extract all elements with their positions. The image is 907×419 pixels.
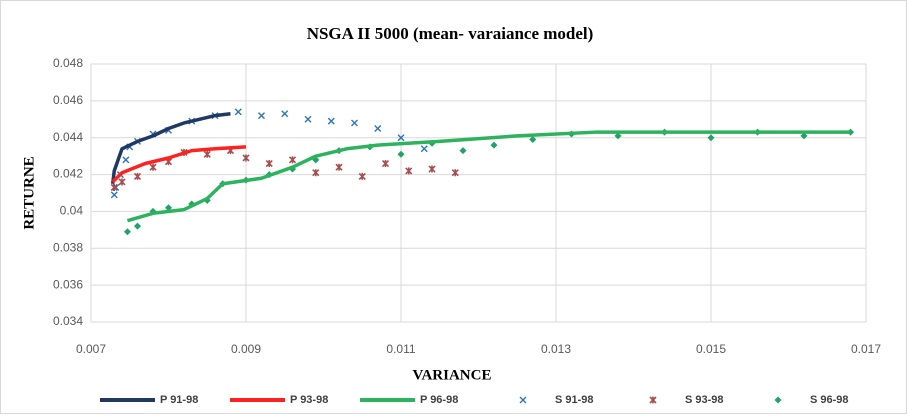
y-tick-label: 0.048 [53,56,83,70]
scatter-point [133,172,142,180]
scatter-point [149,163,157,171]
legend-swatch [519,396,527,404]
scatter-point [122,156,130,164]
legend-label: S 91-98 [555,394,594,406]
scatter-point [358,172,366,180]
scatter-point [374,125,382,132]
scatter-point [420,145,428,153]
legend-label: S 96-98 [810,394,849,406]
scatter-point [397,150,405,158]
legend-swatch [774,396,782,404]
y-tick-label: 0.04 [60,204,84,218]
y-tick-label: 0.046 [53,93,83,107]
y-tick-label: 0.044 [53,130,83,144]
scatter-point [529,136,537,144]
series-line [126,130,851,223]
x-tick-label: 0.015 [696,342,726,356]
scatter-point [203,150,211,158]
x-axis-label: VARIANCE [413,367,492,383]
y-tick-label: 0.034 [53,314,83,328]
scatter-point [265,159,273,168]
scatter-point [428,165,436,173]
scatter-point [312,169,320,177]
scatter-point [242,154,250,162]
scatter-point [288,156,297,164]
legend-label: P 91-98 [160,394,198,406]
scatter-point [258,112,265,120]
legend-label: P 96-98 [420,394,458,406]
scatter-point [110,191,118,199]
scatter-point [234,108,242,116]
scatter-point [281,110,289,118]
scatter-point [614,132,622,140]
x-tick-label: 0.007 [76,342,106,356]
scatter-point [397,134,405,142]
scatter-point [118,178,126,186]
legend-label: P 93-98 [290,394,328,406]
scatter-point [707,134,715,142]
scatter-point [405,167,413,175]
scatter-point [327,117,335,125]
scatter-point [110,183,118,192]
y-tick-label: 0.042 [53,167,83,181]
chart-title: NSGA II 5000 (mean- varaiance model) [307,24,594,43]
x-tick-label: 0.011 [386,342,415,356]
scatter-point [800,132,808,140]
scatter-point [490,141,498,149]
scatter-point [381,159,390,168]
scatter-point [451,169,459,177]
scatter-point [459,147,467,155]
x-tick-label: 0.017 [851,342,881,356]
scatter-point [123,228,131,236]
scatter-point [134,222,141,230]
legend-swatch [649,396,657,404]
series-line [110,112,231,184]
x-tick-label: 0.009 [231,342,261,356]
scatter-point [304,115,312,123]
y-tick-label: 0.036 [53,277,83,291]
legend-label: S 93-98 [685,394,724,406]
x-tick-label: 0.013 [541,342,571,356]
y-axis-label: RETURNE [21,156,37,229]
scatter-point [351,119,358,127]
scatter-point [335,163,343,171]
y-tick-label: 0.038 [53,240,83,254]
series-line [111,145,247,184]
